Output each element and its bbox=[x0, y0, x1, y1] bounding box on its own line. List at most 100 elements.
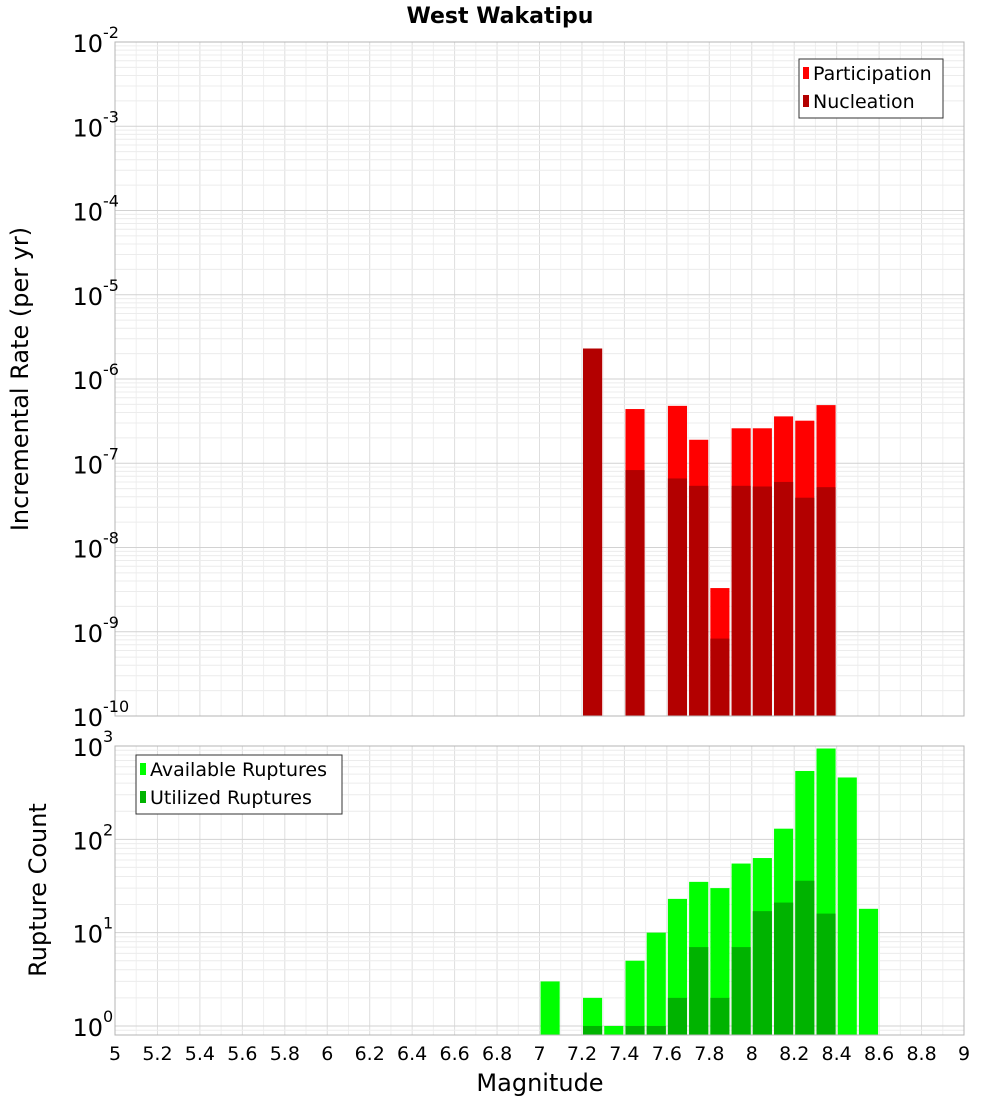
bottom-y-tick-exponent: 0 bbox=[103, 1007, 113, 1026]
top-y-tick-base: 10 bbox=[72, 620, 103, 648]
x-tick-label: 5.8 bbox=[270, 1043, 300, 1065]
bottom-bar-utilized-ruptures bbox=[710, 997, 730, 1035]
bottom-y-tick-base: 10 bbox=[72, 1014, 103, 1042]
top-bar-nucleation bbox=[795, 497, 815, 716]
bottom-y-axis-label: Rupture Count bbox=[24, 803, 52, 977]
x-tick-label: 7 bbox=[533, 1043, 545, 1065]
bottom-bar-utilized-ruptures bbox=[667, 997, 688, 1035]
bottom-bar-available-ruptures bbox=[837, 777, 857, 1035]
top-bar-nucleation bbox=[816, 487, 836, 716]
bottom-bar-utilized-ruptures bbox=[816, 913, 836, 1035]
bottom-bar-available-ruptures bbox=[583, 997, 603, 1035]
bottom-bar-available-ruptures bbox=[858, 908, 879, 1035]
bottom-bar-available-ruptures bbox=[540, 981, 560, 1035]
bottom-bar-utilized-ruptures bbox=[731, 947, 751, 1035]
bottom-bar-utilized-ruptures bbox=[752, 911, 772, 1035]
bottom-bar-utilized-ruptures bbox=[774, 902, 794, 1035]
legend-label-available: Available Ruptures bbox=[150, 759, 327, 781]
x-tick-label: 6 bbox=[321, 1043, 333, 1065]
bottom-bar-available-ruptures bbox=[604, 1025, 624, 1035]
x-tick-label: 6.2 bbox=[355, 1043, 385, 1065]
top-legend-box bbox=[798, 58, 944, 119]
top-y-tick-exponent: -9 bbox=[103, 613, 119, 632]
top-panel-grid bbox=[114, 42, 965, 717]
top-y-tick-base: 10 bbox=[72, 199, 103, 227]
x-tick-label: 6.8 bbox=[482, 1043, 512, 1065]
top-bar-nucleation bbox=[731, 485, 751, 716]
x-tick-label: 8 bbox=[746, 1043, 758, 1065]
bottom-bar-available-ruptures bbox=[646, 932, 666, 1035]
top-bar-nucleation bbox=[583, 348, 603, 716]
top-panel-bars bbox=[583, 348, 836, 716]
x-tick-label: 5.6 bbox=[227, 1043, 257, 1065]
chart-title: West Wakatipu bbox=[407, 4, 594, 29]
top-y-tick-exponent: -6 bbox=[103, 360, 119, 379]
x-tick-label: 7.6 bbox=[652, 1043, 682, 1065]
legend-swatch-available bbox=[140, 763, 146, 775]
x-tick-label: 8.6 bbox=[864, 1043, 894, 1065]
top-bar-nucleation bbox=[710, 638, 730, 716]
legend-label-utilized: Utilized Ruptures bbox=[150, 787, 312, 809]
legend-swatch-utilized bbox=[140, 791, 146, 803]
top-y-axis-label: Incremental Rate (per yr) bbox=[6, 227, 34, 531]
top-y-tick-exponent: -5 bbox=[103, 276, 119, 295]
top-y-tick-exponent: -8 bbox=[103, 529, 119, 548]
bottom-bar-utilized-ruptures bbox=[646, 1025, 666, 1035]
x-tick-label: 7.8 bbox=[694, 1043, 724, 1065]
bottom-panel-bars bbox=[540, 748, 879, 1035]
top-y-tick-base: 10 bbox=[72, 536, 103, 564]
x-tick-label: 7.4 bbox=[609, 1043, 639, 1065]
bottom-legend-box bbox=[135, 754, 343, 815]
top-y-tick-base: 10 bbox=[72, 114, 103, 142]
top-legend: Participation Nucleation bbox=[798, 58, 944, 119]
x-tick-label: 5.2 bbox=[142, 1043, 172, 1065]
bottom-bar-utilized-ruptures bbox=[583, 1025, 603, 1035]
bottom-y-tick-base: 10 bbox=[72, 827, 103, 855]
x-tick-label: 8.4 bbox=[822, 1043, 852, 1065]
legend-label-participation: Participation bbox=[813, 63, 932, 85]
x-axis-label: Magnitude bbox=[476, 1069, 603, 1097]
top-y-tick-base: 10 bbox=[72, 704, 103, 732]
top-y-tick-base: 10 bbox=[72, 367, 103, 395]
bottom-bar-utilized-ruptures bbox=[689, 947, 709, 1035]
top-bar-nucleation bbox=[625, 470, 645, 716]
top-y-tick-base: 10 bbox=[72, 30, 103, 58]
bottom-y-tick-exponent: 1 bbox=[103, 914, 113, 933]
top-bar-nucleation bbox=[774, 481, 794, 716]
x-tick-label: 8.8 bbox=[906, 1043, 936, 1065]
x-tick-label: 7.2 bbox=[567, 1043, 597, 1065]
top-y-tick-exponent: -3 bbox=[103, 107, 119, 126]
bottom-bar-available-ruptures bbox=[625, 960, 645, 1035]
bottom-bar-utilized-ruptures bbox=[625, 1025, 645, 1035]
bottom-y-tick-exponent: 2 bbox=[103, 820, 113, 839]
legend-swatch-participation bbox=[803, 67, 809, 79]
top-bar-nucleation bbox=[752, 486, 772, 716]
top-bar-nucleation bbox=[689, 485, 709, 716]
bottom-y-tick-base: 10 bbox=[72, 921, 103, 949]
top-plot-frame bbox=[114, 41, 965, 717]
top-y-tick-base: 10 bbox=[72, 283, 103, 311]
top-y-tick-base: 10 bbox=[72, 451, 103, 479]
bottom-y-tick-exponent: 3 bbox=[103, 727, 113, 746]
top-y-tick-exponent: -4 bbox=[103, 192, 119, 211]
bottom-legend: Available Ruptures Utilized Ruptures bbox=[135, 754, 343, 815]
bottom-y-tick-base: 10 bbox=[72, 734, 103, 762]
x-tick-label: 9 bbox=[958, 1043, 970, 1065]
legend-swatch-nucleation bbox=[803, 95, 809, 107]
x-tick-label: 5.4 bbox=[185, 1043, 215, 1065]
x-tick-labels: 5 5.2 5.4 5.6 5.8 6 6.2 6.4 6.6 6.8 7 7.2 7.4 7.6 7.8 8… bbox=[109, 1043, 970, 1065]
top-bar-nucleation bbox=[667, 478, 688, 716]
bottom-bar-utilized-ruptures bbox=[795, 880, 815, 1035]
x-tick-label: 8.2 bbox=[779, 1043, 809, 1065]
legend-label-nucleation: Nucleation bbox=[813, 91, 915, 113]
x-tick-label: 6.6 bbox=[439, 1043, 469, 1065]
top-y-tick-exponent: -7 bbox=[103, 444, 119, 463]
top-y-tick-exponent: -2 bbox=[103, 23, 119, 42]
x-tick-label: 5 bbox=[109, 1043, 121, 1065]
top-y-tick-exponent: -10 bbox=[103, 697, 129, 716]
x-tick-label: 6.4 bbox=[397, 1043, 427, 1065]
bottom-plot-frame bbox=[114, 745, 965, 1036]
